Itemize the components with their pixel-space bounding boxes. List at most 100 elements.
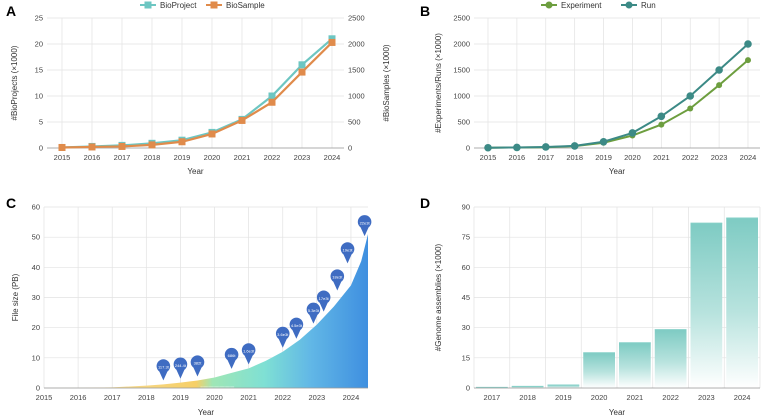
x-tick-label: 2024 <box>734 393 751 402</box>
x-tick-label: 2024 <box>343 393 360 402</box>
annotation-pin: 19e3t <box>340 242 355 264</box>
y-right-tick-label: 1500 <box>348 66 365 75</box>
x-tick-label: 2019 <box>555 393 572 402</box>
annotation-pin: 3.6e3t <box>275 326 290 348</box>
data-point-bioproject <box>268 92 276 100</box>
y-tick-label: 0 <box>466 144 470 153</box>
annotation-pin: 1.6e3t <box>241 343 256 365</box>
data-point-biosample <box>118 142 126 150</box>
pin-marker-icon <box>156 359 171 381</box>
y-right-tick-label: 0 <box>348 144 352 153</box>
x-tick-label: 2023 <box>711 153 728 162</box>
y-tick-label: 1000 <box>453 92 470 101</box>
y-tick-label: 15 <box>35 66 43 75</box>
y-tick-label: 25 <box>35 14 43 23</box>
bar-2022 <box>654 329 687 388</box>
series-line-bioproject <box>61 37 333 149</box>
x-tick-label: 2017 <box>104 393 121 402</box>
data-point-biosample <box>298 68 306 76</box>
data-point-run <box>628 129 637 137</box>
x-tick-label: 2015 <box>54 153 71 162</box>
x-tick-label: 2017 <box>484 393 501 402</box>
annotation-pin: 4.5e3t <box>289 317 304 339</box>
x-tick-label: 2015 <box>36 393 53 402</box>
x-tick-label: 2023 <box>294 153 311 162</box>
panel-b: B 0 500 1000 1500 2000 2500 2015 2016 2017 2018 201… <box>420 1 760 176</box>
pin-marker-icon <box>224 347 239 369</box>
y-tick-label: 0 <box>466 384 470 393</box>
bar-2018 <box>511 386 544 388</box>
series-line-biosample <box>61 41 333 149</box>
y-right-tick-label: 500 <box>348 118 361 127</box>
x-tick-label: 2018 <box>566 153 583 162</box>
x-axis-label: Year <box>198 408 215 417</box>
y-tick-label: 2000 <box>453 40 470 49</box>
pin-label: 19e3t <box>343 248 354 253</box>
x-tick-label: 2020 <box>591 393 608 402</box>
pin-marker-icon <box>241 343 256 365</box>
data-point-run <box>715 66 723 74</box>
data-point-biosample <box>238 116 246 124</box>
y-tick-label: 1500 <box>453 66 470 75</box>
annotation-pin: 382t <box>190 355 205 377</box>
y-right-tick-label: 2000 <box>348 40 365 49</box>
data-point-biosample <box>268 98 276 106</box>
y-tick-label: 2500 <box>453 14 470 23</box>
pin-label: 686t <box>228 353 237 358</box>
y-tick-label: 10 <box>35 92 43 101</box>
pin-label: 4.5e3t <box>291 323 303 328</box>
data-point-bioproject <box>298 61 306 69</box>
data-point-experiment <box>658 121 665 128</box>
legend-marker-bioproject <box>144 1 152 9</box>
data-point-experiment <box>687 105 694 112</box>
x-tick-label: 2018 <box>144 153 161 162</box>
x-tick-label: 2024 <box>324 153 341 162</box>
x-tick-label: 2020 <box>624 153 641 162</box>
y-right-tick-label: 1000 <box>348 92 365 101</box>
data-point-experiment <box>716 82 723 89</box>
pin-marker-icon <box>316 290 331 312</box>
legend-label-run: Run <box>641 1 656 10</box>
annotation-pin: 18e3t <box>330 269 345 291</box>
x-tick-label: 2020 <box>204 153 221 162</box>
data-point-run <box>657 112 666 121</box>
x-tick-label: 2019 <box>172 393 189 402</box>
panel-d: D 0 15 30 45 60 75 90 2017 2018 2019 2020 2021 2022 20… <box>420 195 761 417</box>
area-fill <box>44 234 368 388</box>
pin-label: 244.4t <box>175 363 187 368</box>
legend-marker-biosample <box>210 1 218 9</box>
pin-label: 22e3t <box>360 220 371 225</box>
legend-label-biosample: BioSample <box>226 1 265 10</box>
bar-2024 <box>726 218 758 388</box>
y-tick-label: 20 <box>32 323 40 332</box>
annotation-pin: 22e3t <box>357 215 372 237</box>
x-tick-label: 2019 <box>595 153 612 162</box>
y-axis-label: File size (PB) <box>11 273 20 321</box>
y-tick-label: 15 <box>462 353 470 362</box>
x-tick-label: 2021 <box>627 393 644 402</box>
y-tick-label: 60 <box>462 263 470 272</box>
y-tick-label: 500 <box>457 118 470 127</box>
panel-label-c: C <box>6 195 16 211</box>
bar-2021 <box>619 342 651 388</box>
y-axis-right-label: #BioSamples (×1000) <box>382 44 391 121</box>
pin-marker-icon <box>306 302 321 324</box>
data-point-run <box>686 92 695 100</box>
y-tick-label: 45 <box>462 293 470 302</box>
data-point-biosample <box>88 143 96 151</box>
panel-c: C 0 10 20 30 40 50 60 2015 2016 2017 2018 2019 2020 20… <box>6 195 372 417</box>
data-point-biosample <box>208 130 216 138</box>
x-tick-label: 2022 <box>264 153 281 162</box>
x-tick-label: 2022 <box>274 393 291 402</box>
y-right-tick-label: 2500 <box>348 14 365 23</box>
pin-marker-icon <box>190 355 205 377</box>
x-tick-label: 2020 <box>206 393 223 402</box>
annotation-pin: 244.4t <box>173 357 188 379</box>
y-tick-label: 40 <box>32 263 40 272</box>
y-tick-label: 20 <box>35 40 43 49</box>
data-point-biosample <box>328 38 336 46</box>
x-tick-label: 2024 <box>740 153 757 162</box>
y-axis-label: #Genome assemblies (×1000) <box>434 243 443 351</box>
data-point-run <box>570 142 579 150</box>
